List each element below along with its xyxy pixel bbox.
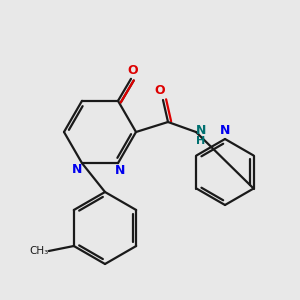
Text: N: N xyxy=(115,164,125,177)
Text: O: O xyxy=(128,64,138,77)
Text: O: O xyxy=(155,85,165,98)
Text: N: N xyxy=(196,124,206,136)
Text: N: N xyxy=(72,163,82,176)
Text: CH₃: CH₃ xyxy=(29,246,48,256)
Text: H: H xyxy=(196,136,206,146)
Text: N: N xyxy=(220,124,230,136)
